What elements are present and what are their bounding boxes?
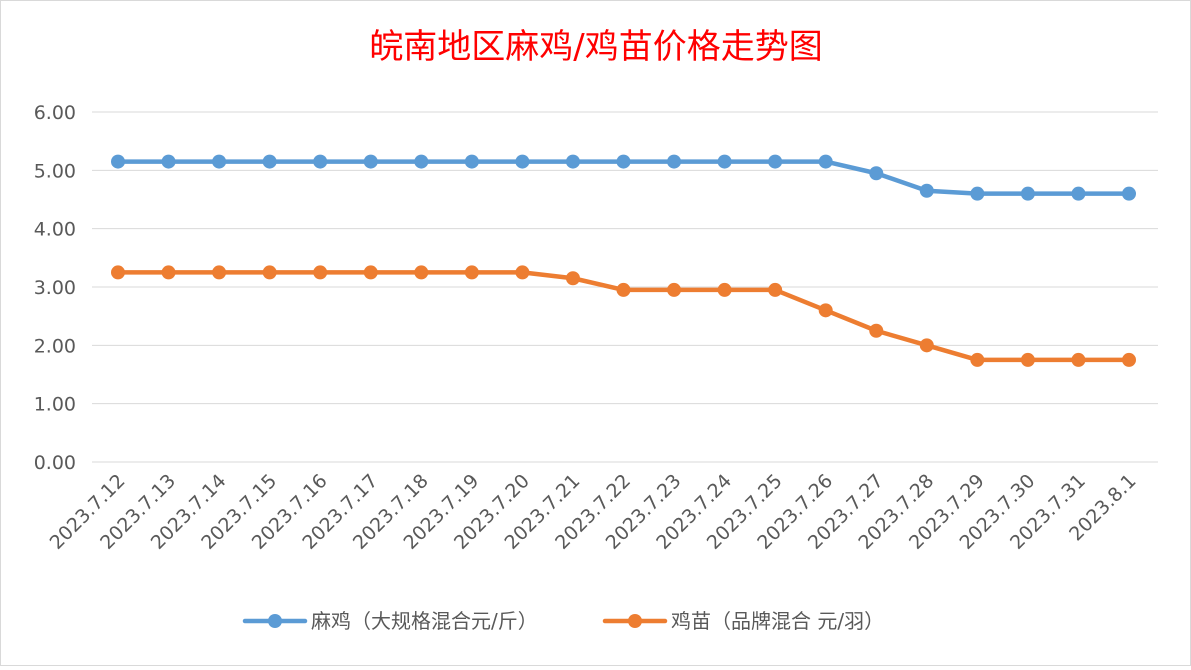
data-point <box>667 282 682 297</box>
data-point <box>161 265 176 280</box>
data-point <box>818 303 833 318</box>
data-point <box>313 265 328 280</box>
plot-area <box>111 154 1136 367</box>
data-point <box>717 154 732 169</box>
data-point <box>565 271 580 286</box>
data-point <box>1071 186 1086 201</box>
data-point <box>262 154 277 169</box>
legend-swatch-marker <box>628 614 642 628</box>
data-point <box>616 282 631 297</box>
y-axis: 0.00 1.00 2.00 3.00 4.00 5.00 6.00 <box>34 102 76 474</box>
data-point <box>919 338 934 353</box>
data-point <box>414 154 429 169</box>
y-tick-label: 3.00 <box>34 277 76 299</box>
legend: 麻鸡（大规格混合元/斤） 鸡苗（品牌混合 元/羽） <box>242 609 884 633</box>
data-point <box>212 154 227 169</box>
legend-item: 麻鸡（大规格混合元/斤） <box>242 609 538 633</box>
data-point <box>869 166 884 181</box>
data-point <box>262 265 277 280</box>
data-point <box>515 265 530 280</box>
gridlines <box>92 111 1158 463</box>
data-point <box>1020 352 1035 367</box>
y-tick-label: 1.00 <box>34 394 76 416</box>
data-point <box>363 265 378 280</box>
data-point <box>1122 352 1136 367</box>
data-point <box>768 154 783 169</box>
data-point <box>970 352 985 367</box>
y-tick-label: 6.00 <box>34 102 76 124</box>
data-point <box>717 282 732 297</box>
data-point <box>1071 352 1086 367</box>
data-point <box>212 265 227 280</box>
y-tick-label: 5.00 <box>34 160 76 182</box>
data-point <box>111 154 125 169</box>
y-tick-label: 2.00 <box>34 335 76 357</box>
legend-item: 鸡苗（品牌混合 元/羽） <box>602 609 884 633</box>
data-point <box>565 154 580 169</box>
data-point <box>515 154 530 169</box>
data-point <box>616 154 631 169</box>
data-point <box>818 154 833 169</box>
data-point <box>1122 186 1136 201</box>
data-point <box>464 265 479 280</box>
data-point <box>970 186 985 201</box>
chart-title: 皖南地区麻鸡/鸡苗价格走势图 <box>369 27 822 67</box>
y-tick-label: 0.00 <box>34 452 76 474</box>
data-point <box>1020 186 1035 201</box>
legend-label: 麻鸡（大规格混合元/斤） <box>311 609 538 633</box>
data-point <box>919 183 934 198</box>
y-tick-label: 4.00 <box>34 219 76 241</box>
data-point <box>768 282 783 297</box>
legend-label: 鸡苗（品牌混合 元/羽） <box>671 609 884 633</box>
data-point <box>161 154 176 169</box>
data-point <box>667 154 682 169</box>
data-point <box>313 154 328 169</box>
data-point <box>869 323 884 338</box>
data-point <box>414 265 429 280</box>
data-point <box>464 154 479 169</box>
legend-swatch-marker <box>268 614 282 628</box>
data-point <box>111 265 125 280</box>
data-point <box>363 154 378 169</box>
